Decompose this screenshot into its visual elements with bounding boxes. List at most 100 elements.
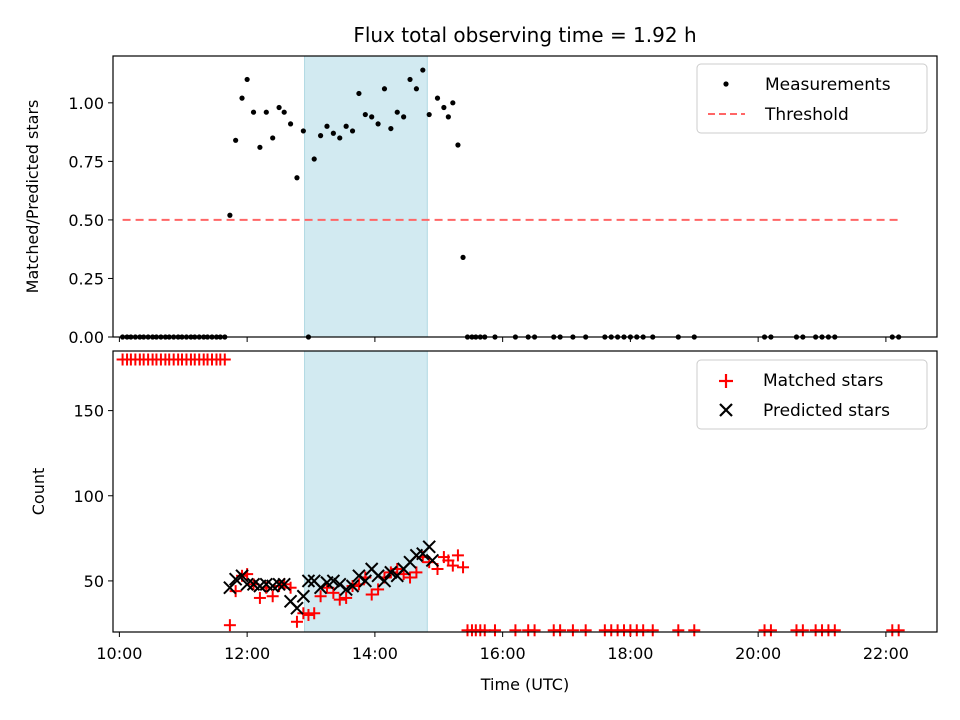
matched-star-point: [333, 593, 346, 606]
matched-star-point: [302, 608, 315, 621]
measurement-point: [407, 76, 413, 83]
measurement-point: [244, 76, 250, 83]
measurement-point: [460, 254, 466, 260]
matched-star-point: [646, 624, 659, 637]
bottom-ytick-label: 100: [73, 487, 104, 506]
predicted-star-point: [240, 577, 254, 592]
predicted-star-point: [301, 574, 316, 588]
top-ytick-label: 0.00: [68, 328, 104, 347]
predicted-star-point: [235, 569, 249, 583]
predicted-star-point: [296, 589, 311, 603]
matched-star-point: [314, 590, 327, 603]
measurement-point: [394, 109, 400, 115]
measurement-point: [281, 109, 287, 115]
matched-star-point: [554, 624, 567, 637]
measurement-point: [294, 175, 300, 181]
legend-predicted-label: Predicted stars: [763, 401, 890, 421]
top-axis-ticks: 0.00 0.25 0.50 0.75 1.00: [68, 94, 887, 347]
top-axes-frame: [112, 55, 938, 338]
bottom-y-axis-label: Count: [29, 468, 48, 516]
matched-star-point: [488, 624, 501, 637]
matched-star-point: [266, 590, 279, 603]
matched-star-point: [327, 586, 340, 599]
measurement-point: [317, 133, 324, 139]
matched-star-point: [764, 624, 777, 637]
bottom-xtick-label: 20:00: [735, 644, 781, 663]
measurement-point: [445, 114, 451, 120]
matched-star-point: [372, 583, 385, 596]
predicted-star-point: [425, 553, 440, 568]
measurement-point: [330, 130, 336, 136]
bottom-xtick-label: 12:00: [224, 644, 270, 663]
bottom-plot-marks: [116, 353, 905, 637]
measurement-point: [441, 104, 447, 111]
predicted-star-point: [277, 577, 291, 592]
x-axis-label: Time (UTC): [480, 675, 569, 694]
matched-star-point: [566, 624, 579, 637]
legend-measurements-marker: [723, 81, 729, 87]
measurement-point: [362, 111, 368, 118]
measurement-point: [276, 104, 282, 111]
measurement-point: [401, 114, 407, 120]
predicted-star-point: [377, 574, 392, 588]
matched-star-point: [229, 585, 242, 598]
matched-star-point: [457, 561, 470, 574]
matched-star-point: [688, 624, 701, 637]
measurement-point: [250, 109, 257, 115]
measurement-point: [257, 144, 263, 150]
bottom-ytick-label: 50: [84, 572, 104, 591]
panel-ratio: Flux total observing time = 1.92 h 0.000…: [23, 23, 938, 347]
legend-predicted-marker: [719, 403, 733, 417]
measurement-point: [263, 109, 269, 115]
predicted-star-point: [384, 565, 398, 580]
bottom-axes-frame: [112, 350, 938, 633]
measurement-point: [287, 121, 294, 127]
measurement-point: [337, 135, 343, 141]
bottom-legend-box: [696, 359, 928, 430]
matched-star-point: [579, 624, 592, 637]
top-ytick-label: 1.00: [68, 94, 104, 113]
top-ytick-label: 0.75: [68, 152, 104, 171]
top-legend: Measurements Threshold: [696, 63, 928, 134]
measurement-point: [381, 86, 388, 92]
legend-measurements-label: Measurements: [765, 75, 891, 95]
measurement-point: [227, 212, 233, 218]
bottom-axis-ticks: 50 100 150 10:00 12:00 14:00 16:00 18:00 20:00 22…: [73, 402, 909, 663]
matched-star-point: [223, 619, 236, 632]
measurement-point: [369, 114, 375, 120]
predicted-star-point: [272, 577, 286, 592]
bottom-xtick-label: 22:00: [863, 644, 909, 663]
measurement-point: [450, 100, 456, 106]
matched-star-point: [672, 624, 685, 637]
panel-count: 50 100 150 10:00 12:00 14:00 16:00 18:00 20:00 22…: [29, 350, 938, 694]
top-ytick-label: 0.25: [68, 269, 104, 288]
matched-star-point: [365, 588, 378, 601]
bottom-xtick-label: 16:00: [480, 644, 526, 663]
measurement-point: [239, 95, 245, 101]
matched-star-point: [253, 591, 266, 604]
matched-star-point: [528, 624, 541, 637]
bottom-xtick-label: 14:00: [352, 644, 398, 663]
matched-star-point: [340, 591, 353, 604]
measurement-point: [455, 142, 461, 148]
matched-star-point: [828, 624, 841, 637]
measurement-point: [388, 125, 394, 132]
top-ytick-label: 0.50: [68, 211, 104, 230]
predicted-star-point: [223, 581, 237, 595]
predicted-star-point: [339, 582, 353, 597]
measurement-point: [420, 67, 426, 73]
matched-star-point: [218, 353, 231, 366]
predicted-star-point: [358, 574, 373, 588]
measurement-point: [375, 121, 381, 127]
measurement-point: [300, 128, 306, 134]
legend-matched-marker: [719, 374, 733, 388]
matched-star-point: [509, 624, 522, 637]
top-y-axis-label: Matched/Predicted stars: [23, 100, 42, 294]
predicted-star-point: [228, 572, 243, 586]
matched-star-point: [451, 549, 464, 562]
predicted-star-point: [326, 574, 341, 588]
chart-title: Flux total observing time = 1.92 h: [353, 23, 696, 47]
legend-threshold-label: Threshold: [764, 105, 849, 125]
bottom-legend: Matched stars Predicted stars: [696, 359, 928, 430]
